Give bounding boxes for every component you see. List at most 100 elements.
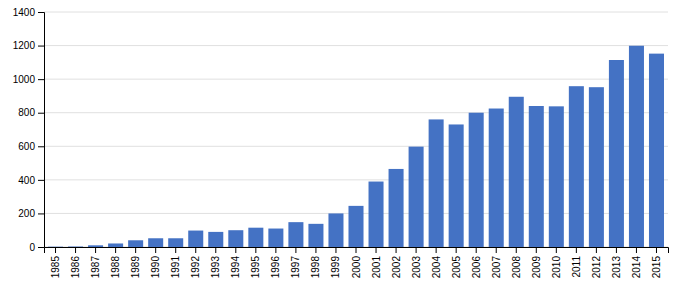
bar bbox=[469, 113, 484, 247]
x-tick-mark bbox=[155, 247, 156, 253]
bar bbox=[389, 169, 404, 247]
x-tick: 2009 bbox=[531, 247, 542, 278]
y-tick: 200 bbox=[18, 208, 44, 219]
bar bbox=[369, 182, 384, 247]
bar bbox=[649, 54, 664, 247]
grid-line bbox=[44, 79, 668, 80]
y-tick-mark bbox=[38, 113, 44, 114]
x-tick-mark bbox=[536, 247, 537, 253]
x-tick: 2011 bbox=[571, 247, 582, 278]
x-tick-mark bbox=[315, 247, 316, 253]
y-tick: 1000 bbox=[13, 74, 44, 85]
x-tick-mark bbox=[295, 247, 296, 253]
bar bbox=[409, 147, 424, 247]
bar bbox=[88, 245, 103, 247]
x-tick-mark bbox=[55, 247, 56, 253]
x-tick-mark bbox=[275, 247, 276, 253]
x-tick-mark bbox=[376, 247, 377, 253]
x-tick-label: 1998 bbox=[310, 256, 321, 279]
x-tick-label: 1997 bbox=[290, 256, 301, 279]
x-tick-mark bbox=[416, 247, 417, 253]
x-tick: 1999 bbox=[330, 247, 341, 278]
x-tick: 2006 bbox=[471, 247, 482, 278]
x-tick-label: 2003 bbox=[411, 256, 422, 279]
x-tick-mark bbox=[215, 247, 216, 253]
x-tick: 2014 bbox=[631, 247, 642, 278]
bar bbox=[489, 109, 504, 247]
x-tick-mark bbox=[616, 247, 617, 253]
x-tick-mark bbox=[576, 247, 577, 253]
bar bbox=[288, 222, 303, 247]
x-tick-label: 2012 bbox=[591, 256, 602, 279]
bar bbox=[188, 231, 203, 247]
grid bbox=[44, 12, 668, 247]
x-tick-mark bbox=[95, 247, 96, 253]
x-tick-mark bbox=[436, 247, 437, 253]
x-tick: 1987 bbox=[90, 247, 101, 278]
y-axis-line bbox=[38, 13, 45, 248]
x-axis-line bbox=[45, 248, 669, 254]
x-tick-label: 2001 bbox=[371, 256, 382, 279]
x-tick-label: 2011 bbox=[571, 256, 582, 278]
y-tick-mark bbox=[38, 46, 44, 47]
x-tick-label: 2009 bbox=[531, 256, 542, 279]
bar bbox=[609, 60, 624, 247]
x-tick: 2003 bbox=[411, 247, 422, 278]
x-tick-mark bbox=[235, 247, 236, 253]
x-tick: 1991 bbox=[170, 247, 181, 278]
x-tick: 1995 bbox=[250, 247, 261, 278]
bar bbox=[549, 106, 564, 247]
bar bbox=[248, 228, 263, 247]
x-tick: 2004 bbox=[431, 247, 442, 278]
y-tick-label: 1400 bbox=[13, 7, 36, 18]
y-tick: 1200 bbox=[13, 40, 44, 51]
bar bbox=[268, 229, 283, 247]
y-tick-mark bbox=[38, 146, 44, 147]
x-tick-mark bbox=[516, 247, 517, 253]
y-tick: 600 bbox=[18, 141, 44, 152]
x-tick-label: 1995 bbox=[250, 256, 261, 279]
y-tick-label: 1000 bbox=[13, 74, 36, 85]
x-tick-label: 1996 bbox=[270, 256, 281, 279]
grid-line bbox=[44, 12, 668, 13]
x-tick-label: 1988 bbox=[110, 256, 121, 279]
bar bbox=[629, 46, 644, 247]
x-tick-mark bbox=[496, 247, 497, 253]
x-tick-mark bbox=[356, 247, 357, 253]
bar bbox=[128, 240, 143, 247]
x-tick-label: 2014 bbox=[631, 256, 642, 279]
x-tick-label: 1993 bbox=[210, 256, 221, 279]
x-tick-mark bbox=[195, 247, 196, 253]
y-tick-label: 800 bbox=[18, 107, 35, 118]
x-tick-label: 2007 bbox=[491, 256, 502, 279]
x-tick: 2008 bbox=[511, 247, 522, 278]
x-tick: 1990 bbox=[150, 247, 161, 278]
bar bbox=[509, 97, 524, 247]
x-tick-label: 1990 bbox=[150, 256, 161, 279]
x-tick-label: 1986 bbox=[70, 256, 81, 279]
y-axis: 0200400600800100012001400 bbox=[13, 7, 45, 253]
x-tick: 2002 bbox=[391, 247, 402, 278]
x-tick-label: 1999 bbox=[330, 256, 341, 279]
y-tick-mark bbox=[38, 213, 44, 214]
x-tick: 1992 bbox=[190, 247, 201, 278]
y-tick-label: 200 bbox=[18, 208, 35, 219]
x-tick-mark bbox=[135, 247, 136, 253]
grid-line bbox=[44, 45, 668, 46]
y-tick-mark bbox=[38, 79, 44, 80]
x-tick-mark bbox=[456, 247, 457, 253]
x-tick-label: 1994 bbox=[230, 256, 241, 279]
bar bbox=[308, 224, 323, 247]
y-tick-mark bbox=[38, 247, 44, 248]
x-tick-label: 2002 bbox=[391, 256, 402, 279]
bar bbox=[348, 206, 363, 247]
x-tick: 1989 bbox=[130, 247, 141, 278]
x-tick-label: 2004 bbox=[431, 256, 442, 279]
x-tick-label: 2010 bbox=[551, 256, 562, 279]
x-tick-mark bbox=[75, 247, 76, 253]
x-axis: 1985198619871988198919901991199219931994… bbox=[45, 247, 669, 278]
bar bbox=[529, 106, 544, 247]
x-tick: 2001 bbox=[371, 247, 382, 278]
chart-container: 0200400600800100012001400198519861987198… bbox=[0, 0, 680, 289]
bar bbox=[589, 87, 604, 247]
